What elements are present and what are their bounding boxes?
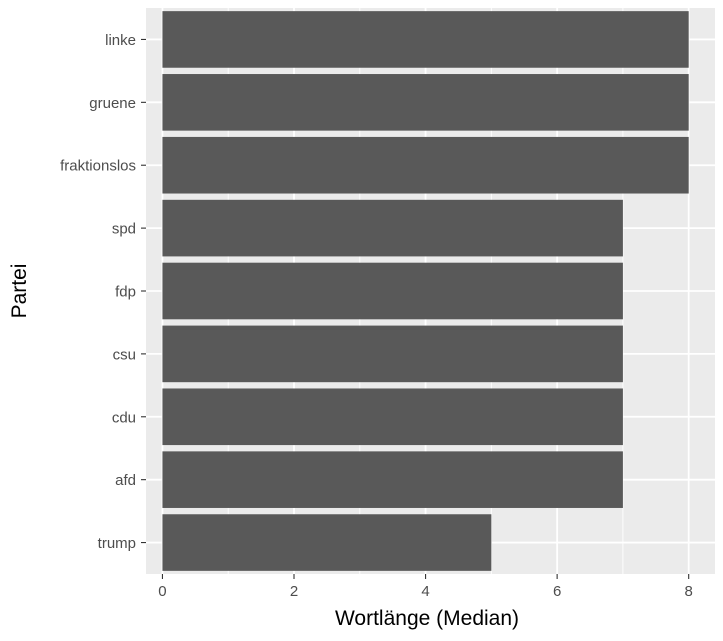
x-axis-title: Wortlänge (Median) bbox=[335, 607, 519, 630]
bar-fdp bbox=[162, 262, 623, 320]
bar-afd bbox=[162, 451, 623, 508]
bar-gruene bbox=[162, 74, 689, 131]
y-tick-label: trump bbox=[98, 535, 136, 552]
x-axis: 0 2 4 6 8 bbox=[158, 574, 693, 600]
x-tick-label: 4 bbox=[421, 583, 429, 600]
x-tick-label: 2 bbox=[290, 583, 298, 600]
y-tick-label: fraktionslos bbox=[60, 158, 136, 175]
x-tick-label: 8 bbox=[685, 583, 693, 600]
bar-linke bbox=[162, 11, 689, 68]
y-tick-label: fdp bbox=[115, 284, 136, 301]
y-tick-label: linke bbox=[105, 32, 136, 49]
bar-trump bbox=[162, 514, 492, 571]
y-axis: linke gruene fraktionslos spd fdp csu cdu afd tr… bbox=[60, 32, 146, 552]
x-tick-label: 0 bbox=[158, 583, 166, 600]
y-axis-title: Partei bbox=[8, 264, 31, 319]
bar-fraktionslos bbox=[162, 136, 689, 194]
y-tick-label: gruene bbox=[89, 95, 136, 112]
y-tick-label: cdu bbox=[112, 409, 136, 426]
x-tick-label: 6 bbox=[553, 583, 561, 600]
y-tick-label: spd bbox=[112, 221, 136, 238]
bar-csu bbox=[162, 325, 623, 383]
y-tick-label: csu bbox=[113, 346, 136, 363]
y-tick-label: afd bbox=[115, 472, 136, 489]
bar-spd bbox=[162, 199, 623, 257]
bar-cdu bbox=[162, 388, 623, 446]
bars bbox=[162, 11, 689, 571]
